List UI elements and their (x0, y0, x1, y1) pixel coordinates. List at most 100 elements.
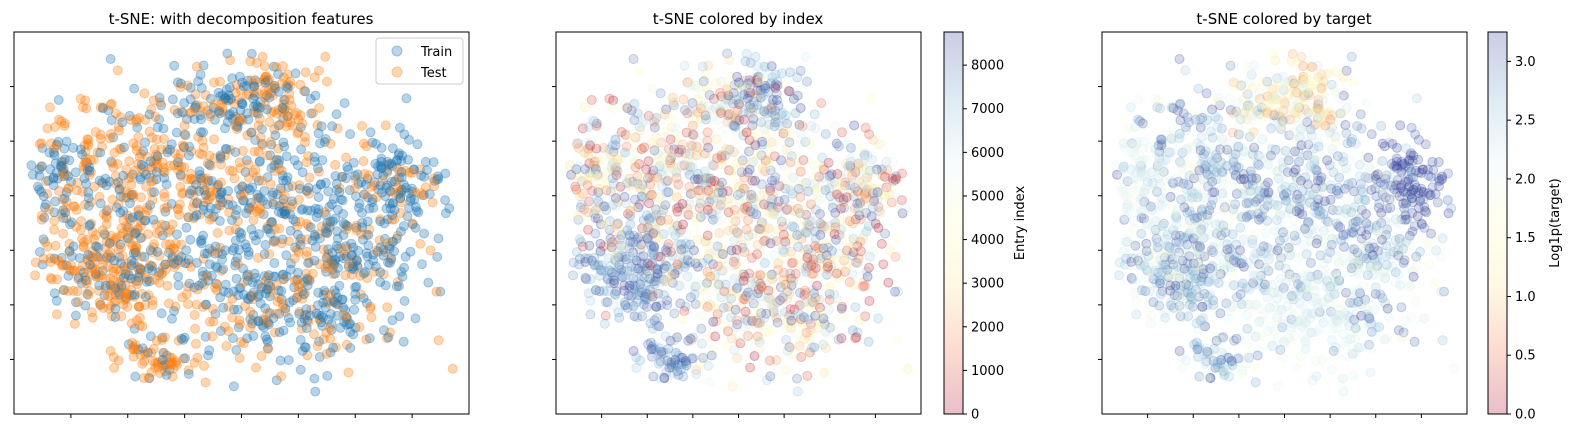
test-point (276, 78, 287, 89)
index-point (701, 114, 711, 125)
train-point (363, 229, 374, 240)
test-point (132, 279, 142, 290)
test-point (415, 238, 426, 249)
train-point (125, 198, 135, 209)
index-point (738, 275, 749, 286)
test-point (112, 159, 123, 169)
index-point (654, 146, 665, 157)
index-point (701, 149, 712, 160)
train-point (362, 251, 373, 262)
train-point (225, 93, 236, 104)
index-point (589, 259, 600, 270)
index-point (780, 239, 791, 250)
train-point (84, 162, 95, 173)
test-point (86, 218, 97, 229)
index-point (641, 164, 652, 175)
test-point (378, 269, 389, 280)
test-point (98, 178, 108, 189)
train-point (337, 294, 347, 305)
test-point (251, 57, 262, 68)
train-point (247, 182, 258, 193)
test-point (232, 259, 243, 269)
test-point (95, 129, 106, 140)
index-point (707, 159, 718, 170)
train-point (134, 268, 145, 279)
test-point (194, 148, 205, 159)
train-point (254, 102, 265, 113)
train-point (235, 105, 246, 116)
test-point (292, 244, 302, 255)
test-point (371, 245, 382, 256)
train-point (323, 314, 334, 325)
test-point (207, 331, 218, 342)
test-point (211, 285, 222, 296)
test-point (274, 223, 285, 234)
index-point (643, 110, 654, 121)
train-point (189, 282, 200, 293)
train-point (260, 239, 271, 250)
train-point (208, 211, 219, 222)
train-point (223, 287, 234, 298)
test-point (232, 124, 243, 135)
train-point (249, 91, 260, 101)
test-point (46, 138, 57, 149)
train-point (404, 202, 414, 213)
train-point (387, 210, 398, 221)
train-point (58, 164, 69, 175)
index-point (585, 274, 596, 285)
index-point (692, 174, 703, 185)
train-point (230, 235, 241, 246)
test-point (265, 288, 276, 298)
index-point (864, 262, 874, 273)
test-point (326, 289, 336, 300)
test-point (247, 294, 258, 305)
train-point (130, 227, 141, 238)
test-point (107, 280, 117, 291)
train-point (248, 309, 259, 320)
target-point (1220, 280, 1231, 291)
test-point (152, 162, 163, 173)
index-point (680, 148, 691, 159)
test-point (169, 160, 179, 171)
train-point (327, 216, 338, 227)
index-point (662, 175, 673, 186)
test-point (193, 131, 204, 142)
index-point (621, 177, 632, 188)
test-point (123, 188, 134, 199)
index-point (653, 358, 664, 369)
train-point (295, 233, 306, 244)
target-point (1247, 149, 1258, 160)
test-point (89, 181, 100, 192)
colorbar-fill-2 (944, 32, 963, 414)
train-point (330, 254, 340, 265)
index-point (767, 274, 778, 285)
target-point (1190, 114, 1201, 125)
index-point (693, 185, 704, 196)
train-point (208, 102, 219, 113)
test-point (312, 120, 323, 130)
train-point (296, 317, 307, 328)
test-point (285, 117, 296, 127)
test-point (235, 85, 246, 96)
target-point (1263, 249, 1274, 260)
test-point (360, 189, 371, 200)
test-point (136, 149, 147, 159)
test-point (269, 166, 280, 177)
target-point (1245, 280, 1256, 291)
test-point (200, 377, 211, 388)
train-point (234, 244, 245, 255)
train-point (257, 320, 268, 331)
train-point (275, 355, 286, 366)
train-point (416, 170, 427, 181)
train-point (370, 158, 381, 169)
test-point (87, 252, 98, 263)
index-point (624, 230, 635, 241)
target-point (1217, 203, 1228, 214)
train-point (119, 261, 130, 272)
index-point (772, 317, 783, 328)
test-point (269, 237, 280, 248)
test-point (343, 367, 354, 378)
train-point (297, 204, 308, 214)
target-point (1292, 252, 1303, 263)
train-point (95, 198, 106, 209)
